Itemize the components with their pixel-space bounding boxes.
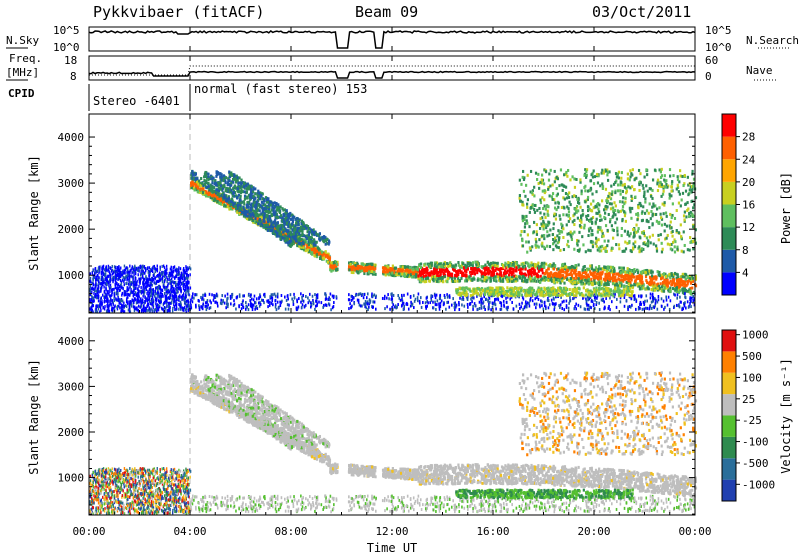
y-tick-label: 1000 — [58, 472, 85, 485]
y-tick-label: 1000 — [58, 269, 85, 282]
nsearch-tick-top: 10^5 — [705, 24, 732, 37]
colorbar-swatch — [722, 204, 736, 228]
colorbar-tick-label: 24 — [742, 153, 756, 166]
freq-unit: [MHz] — [6, 66, 39, 79]
colorbar-swatch — [722, 181, 736, 205]
colorbar-swatch — [722, 330, 736, 352]
time-axis-ticks: 00:00 04:00 08:00 12:00 16:00 20:00 00:00 — [72, 27, 712, 538]
nave-trace — [89, 65, 695, 76]
colorbar-swatch — [722, 351, 736, 373]
colorbar-swatch — [722, 415, 736, 437]
nsky-tick-top: 10^5 — [53, 24, 80, 37]
y-tick-label: 3000 — [58, 177, 85, 190]
power-y-ticks: 1000 2000 3000 4000 — [58, 131, 695, 313]
y-tick-label: 4000 — [58, 131, 85, 144]
colorbar-tick-label: 100 — [742, 371, 762, 384]
velocity-ylabel: Slant Range [km] — [27, 359, 41, 475]
power-colorbar: 4 8 12 16 20 24 28 Power [dB] — [721, 113, 793, 296]
colorbar-tick-label: 25 — [742, 393, 755, 406]
colorbar-tick-label: 12 — [742, 221, 755, 234]
colorbar-swatch — [722, 227, 736, 250]
cpid-segment-1: Stereo -6401 — [93, 94, 180, 108]
colorbar-tick-label: 1000 — [742, 329, 769, 342]
colorbar-tick-label: 28 — [742, 131, 755, 144]
cpid-label: CPID — [8, 87, 35, 100]
nave-label: Nave — [746, 64, 773, 77]
colorbar-swatch — [722, 479, 736, 501]
power-colorbar-label: Power [dB] — [779, 172, 793, 244]
colorbar-swatch — [722, 136, 736, 160]
colorbar-tick-label: -100 — [742, 436, 769, 449]
velocity-colorbar-label: Velocity [m s⁻¹] — [779, 358, 793, 474]
velocity-y-ticks: 1000 2000 3000 4000 — [58, 335, 695, 515]
colorbar-tick-label: 4 — [742, 266, 749, 279]
y-tick-label: 4000 — [58, 335, 85, 348]
freq-trace — [88, 70, 696, 79]
radar-title: Pykkvibaer (fitACF) — [93, 3, 265, 21]
time-tick-label: 12:00 — [375, 525, 408, 538]
velocity-panel: 1000 2000 3000 4000 Slant Range [km] — [27, 317, 698, 516]
time-axis-label: Time UT — [367, 541, 418, 554]
nsearch-tick-bottom: 10^0 — [705, 41, 732, 54]
cpid-segment-2: normal (fast stereo) 153 — [194, 82, 367, 96]
freq-tick-bottom: 8 — [70, 70, 77, 83]
nsearch-label: N.Search — [746, 34, 799, 47]
y-tick-label: 2000 — [58, 426, 85, 439]
colorbar-tick-label: 500 — [742, 350, 762, 363]
nsky-tick-bottom: 10^0 — [53, 41, 80, 54]
time-tick-label: 20:00 — [577, 525, 610, 538]
freq-label: Freq. — [9, 52, 42, 65]
y-tick-label: 2000 — [58, 223, 85, 236]
time-tick-label: 16:00 — [476, 525, 509, 538]
colorbar-tick-label: 8 — [742, 244, 749, 257]
velocity-data — [89, 318, 698, 516]
power-panel: 1000 2000 3000 4000 Slant Range [km] — [27, 113, 698, 314]
time-tick-label: 08:00 — [274, 525, 307, 538]
colorbar-tick-label: -25 — [742, 414, 762, 427]
colorbar-swatch — [722, 114, 736, 137]
colorbar-swatch — [722, 249, 736, 273]
colorbar-tick-label: 20 — [742, 176, 755, 189]
power-data — [89, 114, 698, 314]
colorbar-tick-label: 16 — [742, 199, 755, 212]
colorbar-swatch — [722, 394, 736, 416]
date-title: 03/Oct/2011 — [592, 3, 691, 21]
power-ylabel: Slant Range [km] — [27, 155, 41, 271]
colorbar-swatch — [722, 436, 736, 459]
time-tick-label: 04:00 — [173, 525, 206, 538]
beam-title: Beam 09 — [355, 3, 418, 21]
velocity-colorbar: 1000 500 100 25 -25 -100 -500 -1000 Velocity [m… — [721, 329, 793, 502]
colorbar-swatch — [722, 272, 736, 295]
y-tick-label: 3000 — [58, 380, 85, 393]
colorbar-swatch — [722, 372, 736, 395]
time-tick-label: 00:00 — [678, 525, 711, 538]
colorbar-tick-label: -500 — [742, 457, 769, 470]
nave-tick-top: 60 — [705, 54, 718, 67]
colorbar-swatch — [722, 458, 736, 480]
freq-tick-top: 18 — [64, 54, 77, 67]
nsky-label: N.Sky — [6, 34, 39, 47]
nave-tick-bottom: 0 — [705, 70, 712, 83]
colorbar-tick-label: -1000 — [742, 478, 775, 491]
nsky-trace — [88, 30, 696, 49]
time-tick-label: 00:00 — [72, 525, 105, 538]
colorbar-swatch — [722, 159, 736, 182]
